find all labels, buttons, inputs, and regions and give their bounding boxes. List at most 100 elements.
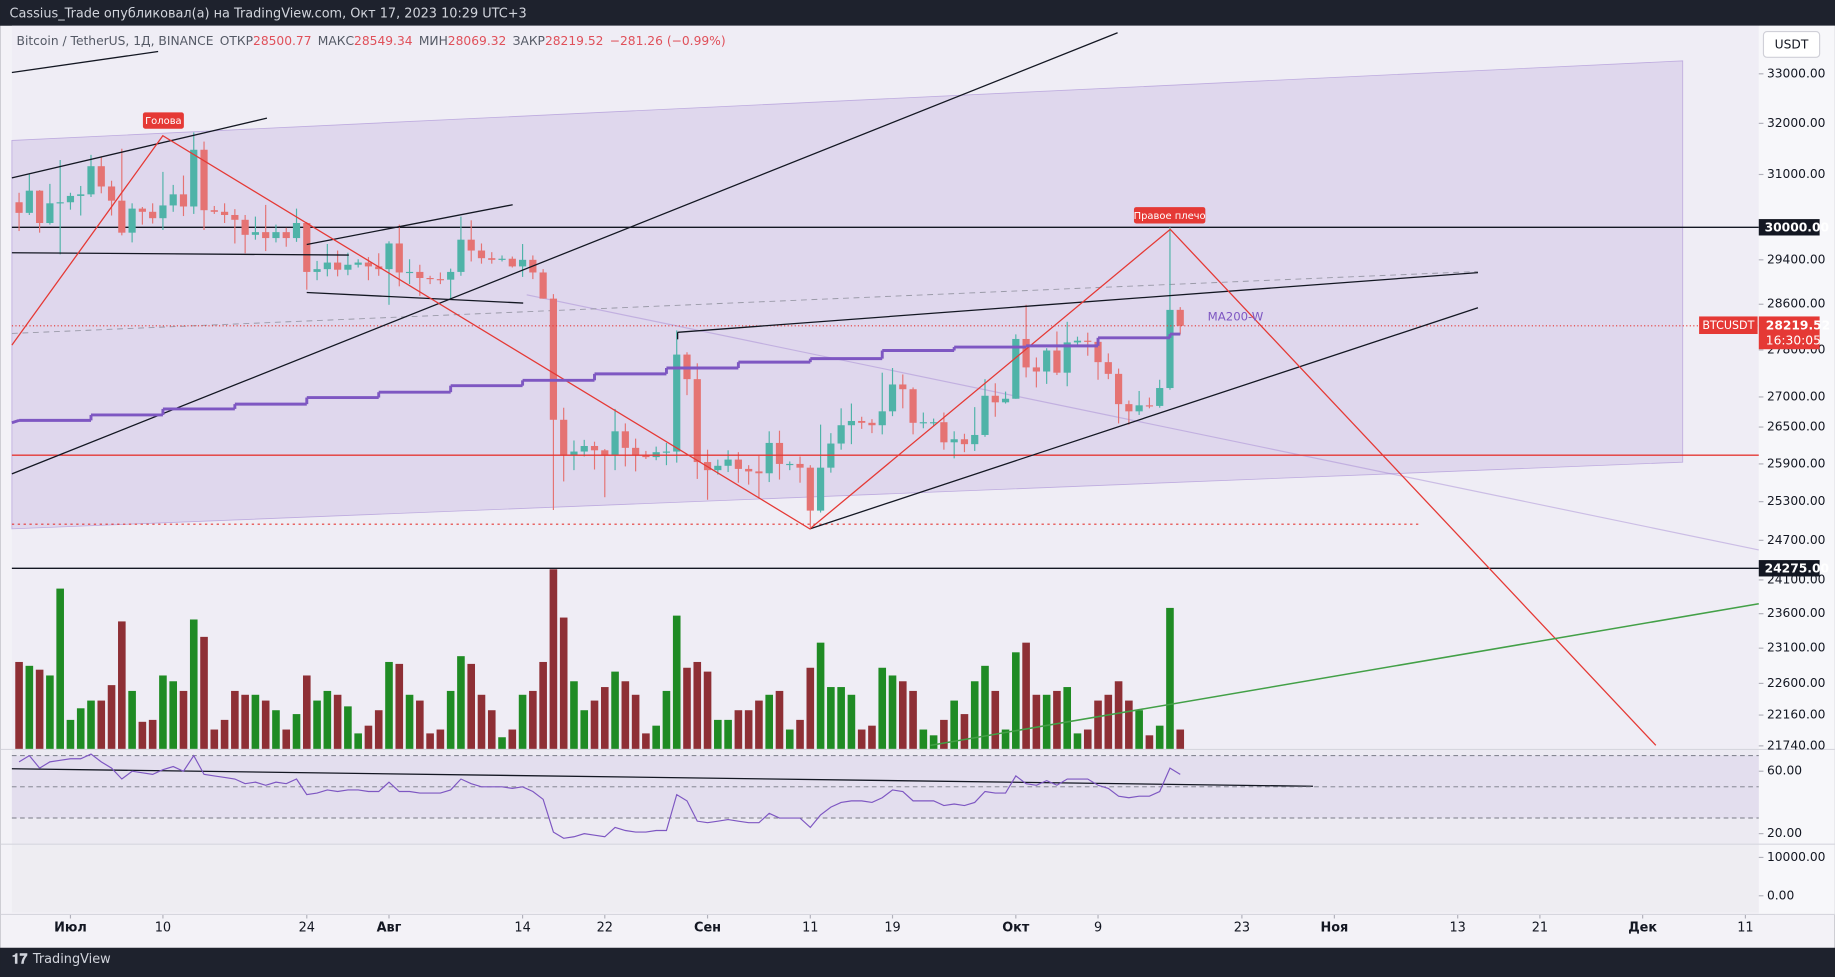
candle-body [149, 211, 157, 219]
x-tick-label: Июл [54, 920, 87, 935]
y-tick-label: 22160.00 [1767, 708, 1826, 722]
volume-bar [220, 719, 229, 749]
candle-body [97, 166, 105, 187]
candle-body [560, 419, 568, 455]
candle-body [1012, 338, 1020, 399]
volume-bar [1166, 607, 1174, 749]
volume-bar [1135, 710, 1143, 749]
candle-body [1135, 405, 1143, 412]
candle-body [580, 445, 588, 452]
candle-body [1073, 340, 1082, 343]
level-label: 30000.00 [1765, 220, 1829, 234]
volume-bar [487, 710, 496, 749]
volume-bar [138, 721, 147, 749]
candle-body [549, 298, 558, 420]
y-tick-label: 23600.00 [1767, 606, 1826, 620]
y-tick-label: 33000.00 [1767, 66, 1826, 80]
candle-body [87, 166, 95, 195]
candle-body [447, 271, 455, 280]
candle-body [714, 465, 722, 471]
candle-body [775, 442, 784, 464]
volume-bar [693, 661, 702, 749]
volume-bar [672, 615, 681, 749]
currency-label[interactable]: USDT [1775, 38, 1809, 52]
x-tick-label: Ноя [1320, 920, 1348, 935]
volume-bar [652, 725, 660, 749]
candle-body [1043, 350, 1051, 372]
volume-bar [76, 708, 85, 749]
candle-body [46, 203, 54, 224]
volume-bar [1125, 700, 1133, 749]
volume-bar [878, 667, 887, 749]
volume-bar [703, 671, 712, 749]
candle-body [765, 442, 773, 474]
volume-bar [97, 700, 106, 749]
candle-body [107, 186, 116, 201]
y-tick-label: 28600.00 [1767, 297, 1826, 311]
volume-bar [611, 671, 619, 749]
trend-line [11, 32, 1118, 475]
candle-body [395, 243, 403, 273]
volume-bar [1094, 700, 1102, 749]
volume-bar [15, 661, 23, 749]
volume-bar [549, 569, 558, 749]
logo: 𝟏𝟕 [12, 951, 28, 967]
candle-body [344, 264, 352, 270]
volume-bar [210, 729, 219, 749]
candle-body [467, 239, 475, 251]
y-tick-label: 32000.00 [1767, 116, 1826, 130]
candle-body [734, 459, 742, 469]
candle-body [375, 266, 383, 270]
volume-bar [292, 714, 301, 749]
candle-body [251, 232, 260, 235]
candle-body [220, 211, 229, 215]
x-tick-label: 11 [802, 920, 818, 935]
osc-pane [11, 844, 1759, 913]
candle-body [56, 202, 64, 204]
candle-body [1156, 388, 1164, 406]
volume-bar [960, 714, 969, 749]
volume-bar [159, 675, 167, 749]
x-tick-label: 11 [1737, 920, 1753, 935]
volume-bar [1104, 694, 1113, 749]
volume-bar [405, 694, 414, 749]
legend-key: МИН [419, 33, 448, 47]
volume-bar [426, 733, 434, 749]
candle-body [786, 463, 794, 466]
volume-bar [827, 687, 835, 749]
volume-bar [662, 690, 671, 749]
volume-bar [498, 737, 506, 749]
volume-bar [46, 675, 54, 749]
volume-bar [241, 694, 249, 749]
price-box [1699, 316, 1758, 335]
y-tick-label: 21740.00 [1767, 738, 1826, 752]
volume-bar [755, 700, 763, 749]
volume-bar [128, 690, 136, 749]
volume-bar [436, 729, 445, 749]
volume-bar [344, 706, 352, 749]
volume-bar [1012, 652, 1020, 749]
candle-body [282, 232, 290, 239]
candle-body [231, 214, 239, 220]
candle-body [323, 262, 331, 270]
candle-body [66, 195, 75, 203]
volume-bar [950, 700, 958, 749]
volume-bar [559, 617, 568, 749]
volume-bar [118, 621, 126, 749]
candle-body [1166, 309, 1174, 389]
volume-bar [457, 656, 465, 749]
currency-button[interactable] [1762, 31, 1821, 58]
x-tick-label: Сен [694, 920, 721, 935]
volume-bar [909, 690, 917, 749]
volume-bar [765, 694, 774, 749]
volume-bar [1145, 735, 1154, 749]
volume-bar [1001, 729, 1010, 749]
volume-bar [816, 642, 825, 749]
level-box [1758, 560, 1820, 577]
candle-body [128, 208, 136, 233]
y-tick-label: 0.00 [1767, 888, 1794, 902]
candle-body [858, 420, 866, 423]
trend-line [306, 291, 524, 304]
candle-body [77, 194, 85, 196]
